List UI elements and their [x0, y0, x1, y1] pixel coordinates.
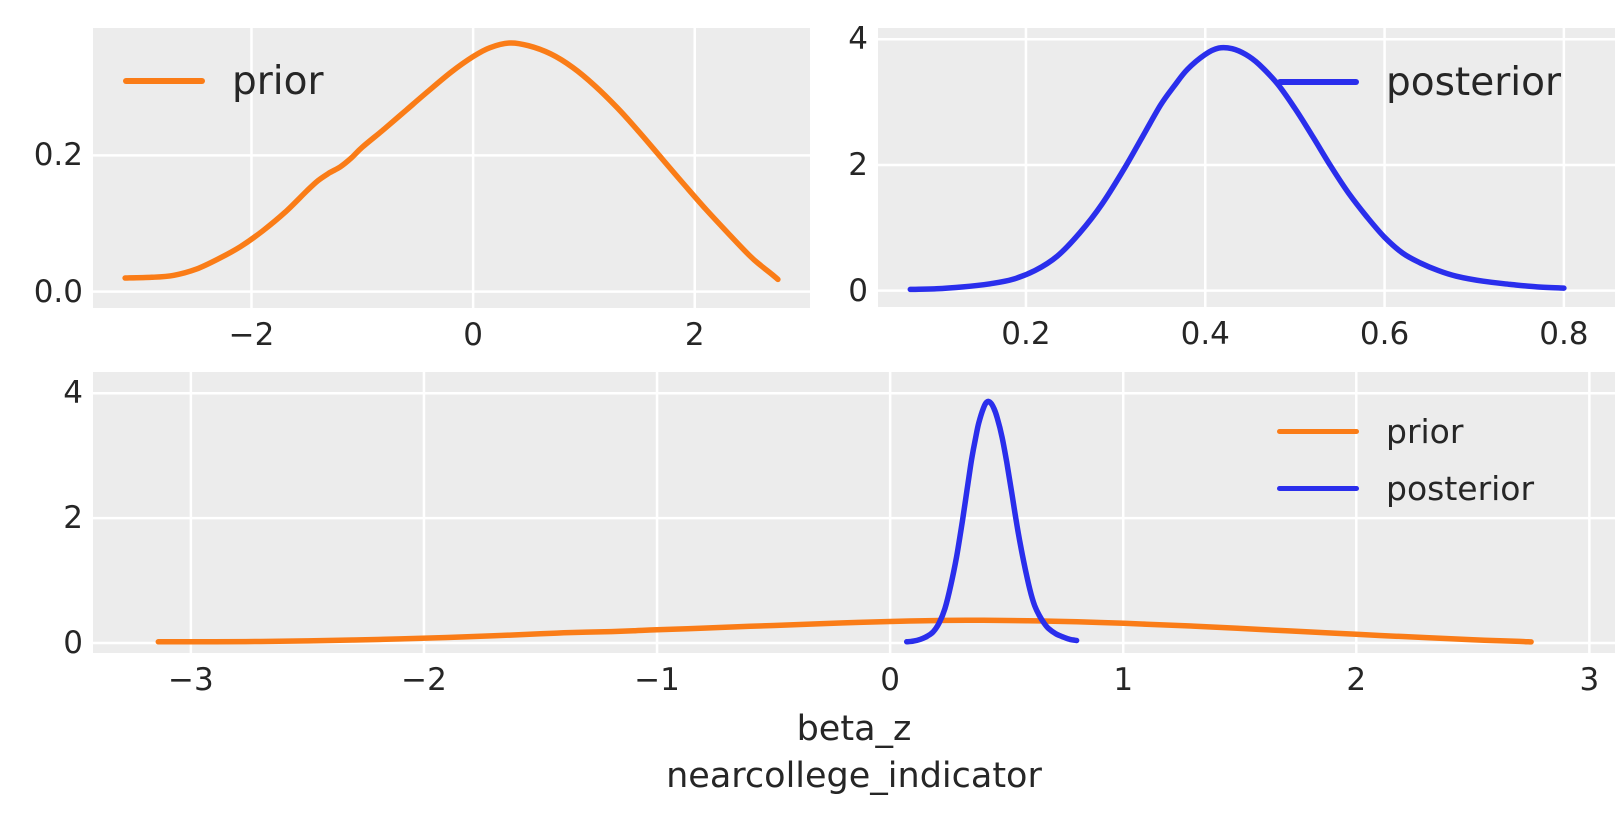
y-tick-label: 0.0 — [33, 273, 83, 310]
x-axis-label: beta_z nearcollege_indicator — [93, 706, 1615, 800]
x-tick-label: 0.6 — [1359, 316, 1410, 352]
legend-entry: posterior — [1277, 460, 1534, 517]
x-tick-label: −1 — [634, 662, 680, 698]
x-tick-label: −2 — [401, 662, 447, 698]
subplot-top-left-plot — [93, 28, 810, 308]
y-tick-label: 0.2 — [33, 137, 83, 174]
legend-top-left: prior — [123, 57, 324, 105]
prior-legend-line-icon — [123, 78, 205, 84]
prior-curve — [155, 617, 1534, 645]
y-tick-label: 4 — [848, 21, 868, 58]
x-tick-label: 2 — [684, 317, 705, 353]
posterior-curve — [907, 44, 1567, 293]
subplot-bottom-plot — [93, 372, 1615, 653]
x-tick-label: 0 — [880, 662, 900, 698]
x-tick-label: 0.4 — [1180, 316, 1230, 352]
legend-label: posterior — [1386, 59, 1561, 105]
prior-legend-line-icon — [1277, 429, 1359, 434]
legend-entry: posterior — [1277, 58, 1561, 106]
x-tick-label: 3 — [1579, 662, 1600, 698]
y-tick-label: 2 — [63, 500, 83, 537]
legend-label: prior — [232, 58, 324, 104]
legend-label: posterior — [1386, 469, 1535, 508]
legend-entry: prior — [1277, 403, 1534, 460]
x-tick-label: 0 — [463, 317, 483, 353]
x-tick-label: −3 — [168, 662, 214, 698]
prior-curve — [122, 40, 781, 283]
y-tick-label: 2 — [848, 146, 868, 183]
subplot-top-right-plot — [878, 28, 1615, 307]
x-tick-label: 1 — [1113, 662, 1134, 698]
x-tick-label: 0.2 — [1001, 316, 1051, 352]
posterior-curve — [903, 398, 1080, 645]
x-tick-label: 0.8 — [1539, 316, 1589, 352]
legend-entry: prior — [123, 57, 324, 105]
x-tick-label: 2 — [1346, 662, 1367, 698]
legend-bottom: prior posterior — [1277, 403, 1534, 517]
x-axis-label-line1: beta_z — [796, 709, 912, 749]
x-tick-label: −2 — [228, 317, 275, 353]
legend-top-right: posterior — [1277, 58, 1561, 106]
x-axis-label-line2: nearcollege_indicator — [666, 756, 1042, 796]
posterior-legend-line-icon — [1277, 486, 1359, 491]
y-tick-label: 4 — [63, 375, 83, 412]
y-tick-label: 0 — [63, 625, 83, 661]
legend-label: prior — [1386, 412, 1464, 451]
posterior-legend-line-icon — [1277, 79, 1359, 85]
plot-background — [93, 372, 1615, 653]
y-tick-label: 0 — [848, 272, 868, 309]
plot-background — [878, 28, 1615, 307]
